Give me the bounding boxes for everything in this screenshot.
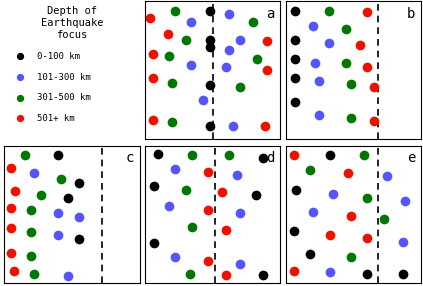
Text: 0-100 km: 0-100 km — [37, 52, 80, 61]
Text: Depth of
Earthquake
focus: Depth of Earthquake focus — [41, 5, 103, 40]
Text: a: a — [266, 7, 275, 21]
Text: e: e — [407, 151, 415, 165]
Text: b: b — [407, 7, 415, 21]
Text: c: c — [126, 151, 134, 165]
Text: 101-300 km: 101-300 km — [37, 73, 91, 82]
Text: d: d — [266, 151, 275, 165]
Text: 301-500 km: 301-500 km — [37, 93, 91, 102]
Text: 501+ km: 501+ km — [37, 114, 74, 123]
